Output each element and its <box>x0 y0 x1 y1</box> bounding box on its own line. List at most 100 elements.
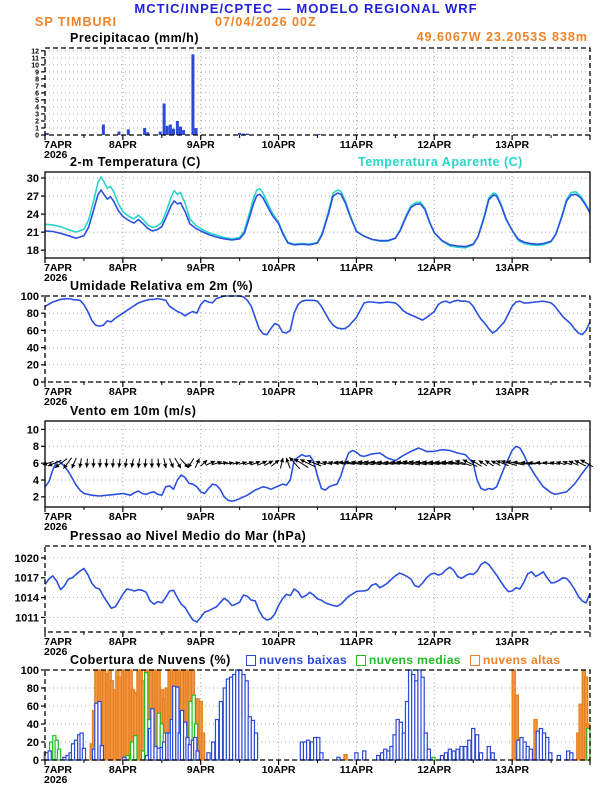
svg-text:9APR: 9APR <box>187 386 215 398</box>
panel-title-precipitacao: Precipitacao (mm/h) <box>70 31 199 45</box>
nuvens-baixas-swatch-icon <box>246 654 256 666</box>
svg-text:7: 7 <box>35 83 39 90</box>
svg-text:9APR: 9APR <box>187 511 215 523</box>
svg-text:20: 20 <box>27 737 39 749</box>
svg-text:10APR: 10APR <box>262 636 296 648</box>
svg-text:1020: 1020 <box>15 553 39 565</box>
svg-text:11APR: 11APR <box>340 636 374 648</box>
svg-text:11APR: 11APR <box>340 386 374 398</box>
svg-text:8APR: 8APR <box>109 636 137 648</box>
svg-text:13APR: 13APR <box>495 764 529 776</box>
svg-text:8APR: 8APR <box>109 764 137 776</box>
svg-text:3: 3 <box>35 111 39 118</box>
svg-text:10APR: 10APR <box>262 764 296 776</box>
legend-item-nuvens-baixas: nuvens baixas <box>246 653 347 667</box>
svg-text:13APR: 13APR <box>495 386 529 398</box>
app-title: MCTIC/INPE/CPTEC — MODELO REGIONAL WRF <box>134 1 478 16</box>
svg-text:2: 2 <box>35 118 39 125</box>
panel-title-vento: Vento em 10m (m/s) <box>70 404 197 418</box>
svg-text:40: 40 <box>27 342 39 354</box>
panel-title-pressao: Pressao ao Nivel Medio do Mar (hPa) <box>70 529 307 543</box>
svg-text:7APR: 7APR <box>44 764 72 776</box>
svg-text:11APR: 11APR <box>340 764 374 776</box>
svg-text:13APR: 13APR <box>495 262 529 274</box>
legend-item-nuvens-altas: nuvens altas <box>469 653 561 667</box>
svg-text:100: 100 <box>21 665 39 677</box>
svg-text:4: 4 <box>33 475 40 487</box>
svg-text:2026: 2026 <box>44 521 68 533</box>
panel-umidade: 0 20 40 60 80 100 7APR 8APR 9APR 10APR 11APR 12APR 1… <box>21 291 591 408</box>
nuvens-altas-swatch-icon <box>469 654 480 666</box>
svg-text:21: 21 <box>27 227 39 239</box>
legend-label: nuvens baixas <box>259 653 347 667</box>
legend-label: nuvens altas <box>482 653 561 667</box>
svg-text:7APR: 7APR <box>44 511 72 523</box>
svg-text:6: 6 <box>35 90 39 97</box>
svg-text:2: 2 <box>33 492 39 504</box>
svg-text:12APR: 12APR <box>417 262 451 274</box>
svg-text:1011: 1011 <box>15 612 39 624</box>
station-name: SP TIMBURI <box>35 15 117 29</box>
svg-text:18: 18 <box>27 245 39 257</box>
svg-text:30: 30 <box>27 173 39 185</box>
svg-text:10APR: 10APR <box>262 386 296 398</box>
panel-pressao: 1011 1014 1017 1020 7APR 8APR 9APR 10APR 11APR 12… <box>15 545 591 658</box>
legend-temperatura-aparente: Temperatura Aparente (C) <box>358 155 523 169</box>
svg-text:11APR: 11APR <box>340 511 374 523</box>
svg-text:12: 12 <box>31 48 39 55</box>
svg-text:10APR: 10APR <box>262 139 296 151</box>
svg-text:11: 11 <box>32 55 40 62</box>
legend-item-nuvens-medias: nuvens medias <box>355 653 461 667</box>
svg-text:10APR: 10APR <box>262 262 296 274</box>
svg-text:13APR: 13APR <box>495 139 529 151</box>
svg-text:0: 0 <box>35 132 39 139</box>
svg-text:60: 60 <box>27 701 39 713</box>
svg-text:80: 80 <box>27 683 39 695</box>
nuvens-medias-swatch-icon <box>355 654 366 666</box>
svg-text:8: 8 <box>33 441 39 453</box>
svg-text:0: 0 <box>33 377 39 389</box>
svg-text:2026: 2026 <box>44 149 68 161</box>
svg-text:6: 6 <box>33 458 39 470</box>
svg-text:7APR: 7APR <box>44 386 72 398</box>
svg-text:12APR: 12APR <box>417 511 451 523</box>
svg-text:10: 10 <box>27 424 39 436</box>
svg-text:13APR: 13APR <box>495 511 529 523</box>
svg-text:12APR: 12APR <box>417 386 451 398</box>
svg-text:7APR: 7APR <box>44 139 72 151</box>
svg-text:24: 24 <box>27 209 40 221</box>
svg-text:4: 4 <box>35 104 39 111</box>
svg-text:9: 9 <box>35 69 39 76</box>
svg-text:2026: 2026 <box>44 646 68 658</box>
legend-label: nuvens medias <box>368 653 461 667</box>
svg-text:0: 0 <box>33 755 39 767</box>
svg-text:80: 80 <box>27 308 39 320</box>
svg-text:12APR: 12APR <box>417 139 451 151</box>
svg-text:9APR: 9APR <box>187 262 215 274</box>
panel-nuvens: 0 20 40 60 80 100 7APR 8APR 9APR 10APR 11APR 12APR 1… <box>21 665 591 786</box>
svg-text:8APR: 8APR <box>109 386 137 398</box>
station-coordinates: 49.6067W 23.2053S 838m <box>416 30 588 44</box>
svg-text:5: 5 <box>35 97 39 104</box>
svg-text:10: 10 <box>31 62 39 69</box>
svg-text:8APR: 8APR <box>109 262 137 274</box>
svg-text:12APR: 12APR <box>417 636 451 648</box>
svg-text:60: 60 <box>27 325 39 337</box>
svg-text:9APR: 9APR <box>187 139 215 151</box>
svg-text:11APR: 11APR <box>340 139 374 151</box>
svg-text:9APR: 9APR <box>187 764 215 776</box>
panel-vento: 2 4 6 8 10 7APR 8APR 9APR 10APR 11APR 12APR 13APR 20… <box>27 420 594 533</box>
svg-text:1: 1 <box>35 125 39 132</box>
svg-text:2026: 2026 <box>44 272 68 284</box>
svg-text:27: 27 <box>27 191 39 203</box>
svg-text:2026: 2026 <box>44 774 68 786</box>
svg-text:2026: 2026 <box>44 396 68 408</box>
panel-title-umidade: Umidade Relativa em 2m (%) <box>70 279 254 293</box>
svg-text:8APR: 8APR <box>109 511 137 523</box>
cloud-legend: nuvens baixas nuvens medias nuvens altas <box>246 653 560 667</box>
svg-text:12APR: 12APR <box>417 764 451 776</box>
svg-text:13APR: 13APR <box>495 636 529 648</box>
